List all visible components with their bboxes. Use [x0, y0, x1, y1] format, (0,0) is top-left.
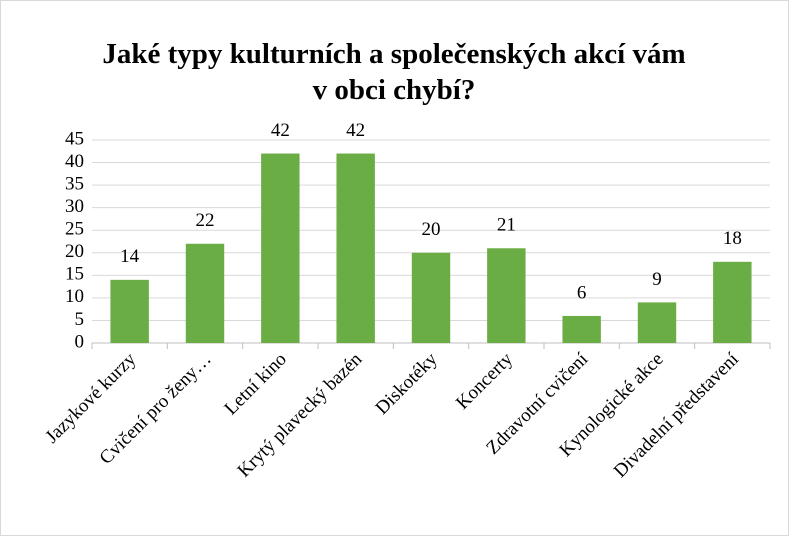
value-label: 22	[196, 210, 215, 231]
bar	[637, 302, 677, 343]
bar	[562, 315, 601, 343]
chart-title: Jaké typy kulturních a společenských akc…	[102, 38, 686, 106]
y-tick-label: 10	[65, 286, 84, 307]
y-tick-label: 0	[75, 331, 85, 352]
bar	[411, 252, 451, 343]
y-tick-label: 25	[65, 219, 84, 240]
value-label: 18	[723, 228, 742, 249]
value-label: 14	[120, 246, 140, 267]
value-label: 42	[271, 120, 290, 141]
y-tick-label: 5	[75, 309, 85, 330]
value-label: 6	[577, 282, 587, 303]
bar	[713, 261, 752, 343]
y-tick-label: 35	[65, 173, 84, 194]
y-tick-label: 45	[65, 128, 84, 149]
y-tick-label: 20	[65, 241, 84, 262]
bar	[487, 248, 526, 343]
bar	[261, 153, 300, 343]
value-label: 9	[652, 269, 662, 290]
value-label: 21	[497, 215, 516, 236]
value-label: 42	[346, 120, 365, 141]
value-label: 20	[422, 219, 441, 240]
y-tick-label: 40	[65, 151, 84, 172]
bar	[110, 279, 149, 343]
y-tick-label: 30	[65, 196, 84, 217]
bar	[336, 153, 375, 343]
bar	[185, 243, 225, 343]
y-tick-label: 15	[65, 264, 84, 285]
